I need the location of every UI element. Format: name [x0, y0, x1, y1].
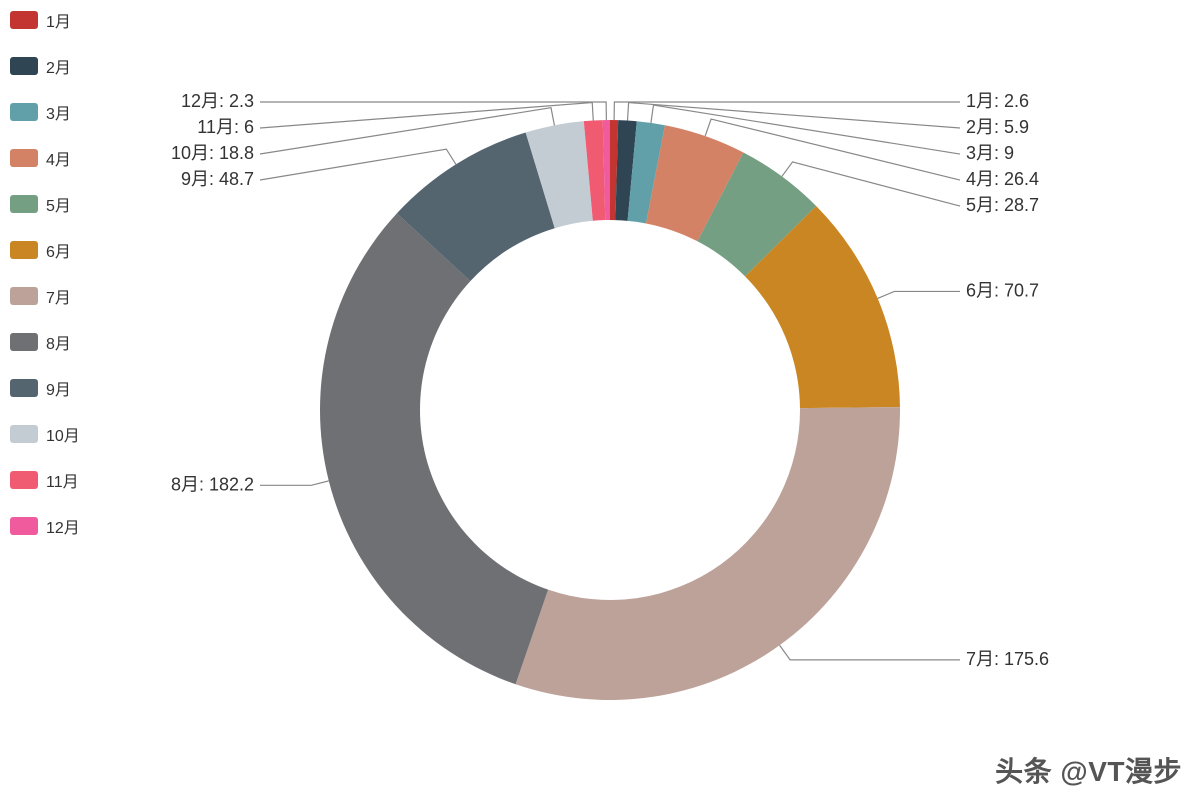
slice-label: 2月: 5.9 [966, 117, 1029, 137]
legend-label: 3月 [46, 100, 71, 124]
legend-swatch [10, 517, 38, 535]
legend-item[interactable]: 4月 [10, 146, 80, 170]
slice-label: 10月: 18.8 [171, 143, 254, 163]
legend-label: 1月 [46, 8, 71, 32]
legend-swatch [10, 287, 38, 305]
legend-item[interactable]: 5月 [10, 192, 80, 216]
legend-label: 4月 [46, 146, 71, 170]
legend-label: 7月 [46, 284, 71, 308]
legend-item[interactable]: 6月 [10, 238, 80, 262]
legend-swatch [10, 195, 38, 213]
legend-item[interactable]: 12月 [10, 514, 80, 538]
donut-slice[interactable] [516, 407, 900, 700]
slice-label: 9月: 48.7 [181, 169, 254, 189]
legend-label: 8月 [46, 330, 71, 354]
legend-item[interactable]: 11月 [10, 468, 80, 492]
legend-item[interactable]: 10月 [10, 422, 80, 446]
leader-line [614, 102, 960, 120]
legend-item[interactable]: 2月 [10, 54, 80, 78]
leader-line [780, 645, 960, 660]
slice-label: 12月: 2.3 [181, 91, 254, 111]
legend-item[interactable]: 3月 [10, 100, 80, 124]
leader-line [628, 103, 960, 128]
donut-slice[interactable] [320, 213, 548, 684]
legend-label: 5月 [46, 192, 71, 216]
legend-label: 11月 [46, 468, 79, 492]
chart-root: 1月: 2.6 2月: 5.9 3月: 9 4月: 26.4 5月: 28.7 6月: 7… [0, 0, 1200, 800]
slice-label: 7月: 175.6 [966, 649, 1049, 669]
slice-label: 4月: 26.4 [966, 169, 1039, 189]
legend-item[interactable]: 9月 [10, 376, 80, 400]
leader-line [260, 149, 456, 180]
legend-label: 12月 [46, 514, 80, 538]
legend-swatch [10, 11, 38, 29]
slice-label: 8月: 182.2 [171, 474, 254, 494]
slice-label: 5月: 28.7 [966, 195, 1039, 215]
legend: 1月 2月 3月 4月 5月 6月 7月 8月 9月 10月 11月 12月 [10, 8, 80, 560]
legend-label: 10月 [46, 422, 80, 446]
legend-item[interactable]: 7月 [10, 284, 80, 308]
legend-swatch [10, 103, 38, 121]
donut-chart: 1月: 2.6 2月: 5.9 3月: 9 4月: 26.4 5月: 28.7 6月: 7… [0, 0, 1200, 800]
leader-line [260, 481, 329, 485]
watermark: 头条 @VT漫步 [995, 750, 1182, 790]
leader-line [260, 103, 593, 129]
legend-label: 6月 [46, 238, 71, 262]
slice-label: 11月: 6 [197, 117, 254, 137]
slice-label: 6月: 70.7 [966, 280, 1039, 300]
legend-swatch [10, 425, 38, 443]
legend-item[interactable]: 1月 [10, 8, 80, 32]
legend-swatch [10, 333, 38, 351]
legend-swatch [10, 379, 38, 397]
slice-label: 3月: 9 [966, 143, 1014, 163]
leader-line [878, 291, 960, 298]
legend-label: 9月 [46, 376, 71, 400]
slice-label: 1月: 2.6 [966, 91, 1029, 111]
legend-swatch [10, 241, 38, 259]
legend-item[interactable]: 8月 [10, 330, 80, 354]
legend-swatch [10, 149, 38, 167]
legend-label: 2月 [46, 54, 71, 78]
legend-swatch [10, 57, 38, 75]
legend-swatch [10, 471, 38, 489]
leader-line [260, 102, 606, 120]
